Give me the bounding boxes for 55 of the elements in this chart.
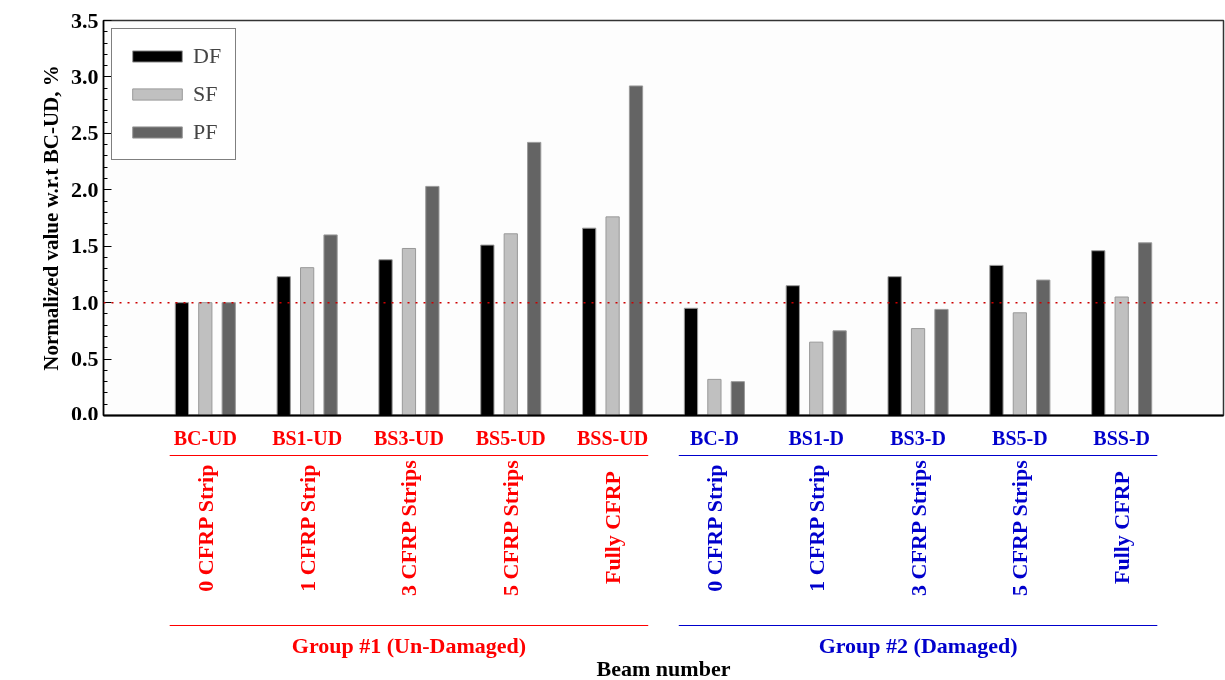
text: Group #1 (Un-Damaged) [291, 633, 527, 658]
y-axis-title: Normalized value w.r.t BC-UD, % [39, 65, 63, 371]
y-tick-label: 2.5 [71, 120, 99, 146]
legend-label: SF [193, 81, 218, 107]
y-tick-label: 1.0 [71, 289, 99, 315]
text: 3 CFRP Strips [396, 459, 422, 596]
bar [910, 328, 926, 416]
y-tick-label: 3.0 [71, 63, 99, 89]
text: 0 CFRP Strip [192, 464, 218, 592]
bar [730, 381, 745, 416]
bar [1036, 279, 1051, 416]
bar [503, 233, 518, 416]
x-tick-label: BS1-D [788, 426, 845, 449]
text: Beam number [596, 656, 731, 680]
x-tick-label: BC-UD [173, 426, 237, 449]
text: 1 CFRP Strip [294, 464, 320, 592]
x-tick-label: BS3-UD [373, 426, 444, 449]
text: 3 CFRP Strips [905, 459, 931, 596]
bar [300, 267, 315, 416]
x-tick-label: BS1-UD [272, 426, 343, 449]
bar [809, 341, 824, 416]
bar [934, 308, 949, 416]
bar [198, 302, 213, 416]
x-tick-label: BC-D [689, 426, 739, 449]
y-tick-label: 2.0 [71, 176, 99, 202]
y-tick-label: 0.0 [71, 400, 99, 426]
bar [628, 85, 644, 416]
bar [323, 234, 338, 416]
text: 1 CFRP Strip [803, 464, 829, 592]
bar [221, 302, 236, 416]
x-tick-label: BSS-D [1093, 426, 1151, 449]
x-tick-label: BS5-D [992, 426, 1048, 449]
bar [1012, 312, 1027, 416]
text: 0 CFRP Strip [701, 464, 727, 592]
y-tick-label: 3.5 [71, 7, 99, 33]
bar [832, 330, 847, 416]
text: Fully CFRP [1109, 470, 1135, 585]
bar [401, 247, 417, 416]
bar [527, 141, 542, 416]
text: 5 CFRP Strips [1007, 459, 1033, 596]
bar [605, 216, 620, 416]
legend-label: DF [193, 43, 222, 69]
text: 5 CFRP Strips [498, 459, 524, 596]
x-tick-label: BS5-UD [475, 426, 546, 449]
x-tick-label: BSS-UD [577, 426, 649, 449]
x-tick-label: BS3-D [890, 426, 946, 449]
y-tick-label: 1.5 [71, 233, 99, 259]
bar [425, 185, 440, 416]
bar [707, 378, 722, 416]
y-tick-label: 0.5 [71, 346, 99, 372]
bar [1137, 242, 1153, 416]
text: Group #2 (Damaged) [818, 633, 1018, 658]
text: Fully CFRP [600, 470, 626, 585]
legend-label: PF [193, 119, 218, 145]
bar [1114, 296, 1129, 416]
